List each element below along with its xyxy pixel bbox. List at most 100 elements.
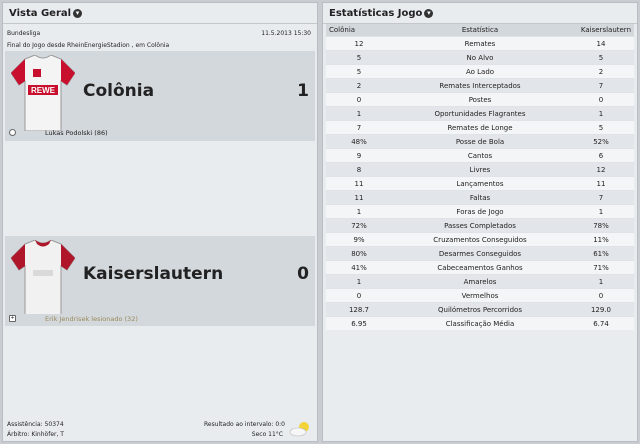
stat-label: No Alvo: [392, 50, 568, 65]
table-row: 11 Lançamentos 11: [326, 176, 634, 191]
table-row: 1 Oportunidades Flagrantes 1: [326, 106, 634, 121]
away-stat-value: 2: [568, 64, 634, 79]
halftime-score: Resultado ao intervalo: 0:0: [204, 421, 285, 428]
stat-label: Quilómetros Percorridos: [392, 302, 568, 317]
match-stats-panel: Estatísticas Jogo ▾ Colônia Estatística …: [322, 2, 638, 442]
home-stat-value: 9%: [326, 232, 392, 247]
shirt-sponsor: REWE: [31, 86, 56, 95]
table-row: 1 Amarelos 1: [326, 274, 634, 289]
table-row: 11 Faltas 7: [326, 190, 634, 205]
home-stat-value: 12: [326, 36, 392, 51]
table-row: 0 Postes 0: [326, 92, 634, 107]
home-event: Lukas Podolski (86): [5, 128, 315, 138]
table-row: 6.95 Classificação Média 6.74: [326, 316, 634, 330]
away-stat-value: 71%: [568, 260, 634, 275]
away-stat-value: 1: [568, 106, 634, 121]
table-row: 7 Remates de Longe 5: [326, 120, 634, 135]
away-stat-value: 1: [568, 274, 634, 289]
table-row: 5 No Alvo 5: [326, 50, 634, 65]
home-stat-value: 11: [326, 190, 392, 205]
stat-label: Foras de Jogo: [392, 204, 568, 219]
home-stat-value: 0: [326, 92, 392, 107]
away-stat-value: 1: [568, 204, 634, 219]
home-stat-value: 11: [326, 176, 392, 191]
away-stat-value: 0: [568, 92, 634, 107]
away-stat-value: 7: [568, 78, 634, 93]
home-stat-value: 2: [326, 78, 392, 93]
stat-label: Livres: [392, 162, 568, 177]
col-home[interactable]: Colônia: [326, 24, 392, 37]
stat-label: Amarelos: [392, 274, 568, 289]
home-team-name[interactable]: Colônia: [83, 81, 155, 101]
stat-label: Remates Interceptados: [392, 78, 568, 93]
away-stat-value: 14: [568, 36, 634, 51]
table-row: 48% Posse de Bola 52%: [326, 134, 634, 149]
away-stat-value: 5: [568, 120, 634, 135]
stat-label: Cabeceamentos Ganhos: [392, 260, 568, 275]
stat-label: Vermelhos: [392, 288, 568, 303]
home-shirt: REWE: [11, 55, 75, 131]
stat-label: Lançamentos: [392, 176, 568, 191]
stat-label: Passes Completados: [392, 218, 568, 233]
away-stat-value: 12: [568, 162, 634, 177]
home-stat-value: 41%: [326, 260, 392, 275]
venue-line: Final do Jogo desde RheinEnergieStadion …: [7, 42, 170, 49]
home-stat-value: 7: [326, 120, 392, 135]
match-datetime: 11.5.2013 15:30: [261, 30, 311, 37]
col-away[interactable]: Kaiserslautern: [568, 24, 634, 37]
overview-title: Vista Geral: [9, 7, 72, 19]
stat-label: Cantos: [392, 148, 568, 163]
stat-label: Faltas: [392, 190, 568, 205]
away-stat-value: 6.74: [568, 316, 634, 330]
stat-label: Desarmes Conseguidos: [392, 246, 568, 261]
stat-label: Postes: [392, 92, 568, 107]
table-row: 5 Ao Lado 2: [326, 64, 634, 79]
away-stat-value: 7: [568, 190, 634, 205]
chevron-down-icon[interactable]: ▾: [424, 8, 434, 18]
weather-text: Seco 11°C: [251, 431, 283, 438]
table-row: 0 Vermelhos 0: [326, 288, 634, 303]
competition-label: Bundesliga: [7, 30, 41, 37]
home-stat-value: 1: [326, 106, 392, 121]
table-row: 41% Cabeceamentos Ganhos 71%: [326, 260, 634, 275]
stat-label: Posse de Bola: [392, 134, 568, 149]
away-shirt: [11, 240, 75, 316]
overview-header[interactable]: Vista Geral ▾: [3, 3, 317, 24]
home-stat-value: 48%: [326, 134, 392, 149]
stats-header[interactable]: Estatísticas Jogo ▾: [323, 3, 637, 24]
stat-label: Cruzamentos Conseguidos: [392, 232, 568, 247]
home-event-text: Lukas Podolski (86): [45, 129, 108, 137]
chevron-down-icon[interactable]: ▾: [73, 8, 83, 18]
col-stat[interactable]: Estatística: [392, 24, 568, 37]
away-team-name[interactable]: Kaiserslautern: [83, 264, 224, 284]
stat-label: Ao Lado: [392, 64, 568, 79]
table-row: 128.7 Quilómetros Percorridos 129.0: [326, 302, 634, 317]
table-row: 9 Cantos 6: [326, 148, 634, 163]
away-stat-value: 52%: [568, 134, 634, 149]
home-stat-value: 5: [326, 50, 392, 65]
home-stat-value: 9: [326, 148, 392, 163]
table-row: 8 Livres 12: [326, 162, 634, 177]
away-stat-value: 11: [568, 176, 634, 191]
away-stat-value: 61%: [568, 246, 634, 261]
away-stat-value: 0: [568, 288, 634, 303]
table-row: 72% Passes Completados 78%: [326, 218, 634, 233]
home-stat-value: 1: [326, 274, 392, 289]
away-team-box: Kaiserslautern 0: [5, 236, 315, 326]
away-event: + Erik Jendrisek lesionado (32): [5, 314, 315, 324]
home-stat-value: 5: [326, 64, 392, 79]
home-stat-value: 128.7: [326, 302, 392, 317]
home-stat-value: 0: [326, 288, 392, 303]
home-stat-value: 1: [326, 204, 392, 219]
away-event-text: Erik Jendrisek lesionado (32): [45, 315, 138, 323]
away-stat-value: 5: [568, 50, 634, 65]
away-score: 0: [297, 264, 309, 284]
home-stat-value: 72%: [326, 218, 392, 233]
cloud-sun-icon: [289, 422, 309, 437]
away-stat-value: 11%: [568, 232, 634, 247]
overview-panel: Vista Geral ▾ Bundesliga 11.5.2013 15:30…: [2, 2, 318, 442]
stat-label: Oportunidades Flagrantes: [392, 106, 568, 121]
home-team-box: REWE Colônia 1: [5, 51, 315, 141]
table-row: 80% Desarmes Conseguidos 61%: [326, 246, 634, 261]
away-stat-value: 78%: [568, 218, 634, 233]
